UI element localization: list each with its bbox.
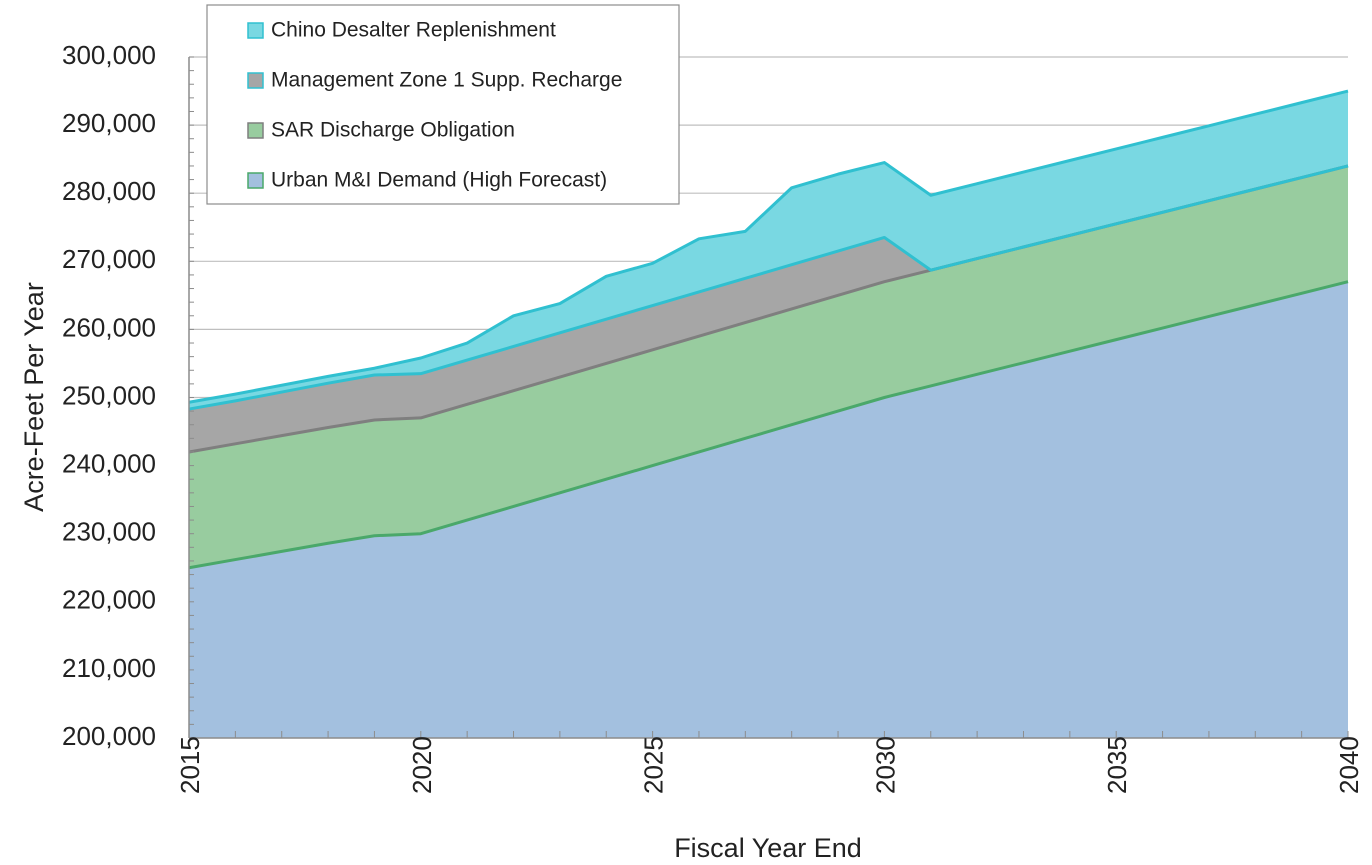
x-tick-label: 2040 — [1334, 736, 1364, 794]
x-tick-label: 2015 — [175, 736, 205, 794]
legend-swatch — [247, 122, 264, 139]
legend-box — [206, 4, 680, 205]
y-tick-labels: 200,000 210,000 220,000 230,000 240,000 250,0… — [62, 40, 156, 751]
area-1 — [189, 165, 1348, 568]
legend-label: Urban M&I Demand (High Forecast) — [271, 169, 607, 192]
x-tick-label: 2035 — [1102, 736, 1132, 794]
y-tick-label: 220,000 — [62, 585, 156, 615]
legend: Chino Desalter Replenishment Management Z… — [206, 4, 680, 205]
y-tick-label: 250,000 — [62, 380, 156, 410]
legend-label: Chino Desalter Replenishment — [271, 19, 556, 42]
y-tick-label: 240,000 — [62, 448, 156, 478]
legend-label: Management Zone 1 Supp. Recharge — [271, 69, 622, 92]
series-line-0 — [188, 280, 1349, 570]
legend-label: SAR Discharge Obligation — [271, 119, 515, 142]
axes — [188, 56, 1349, 739]
legend-swatch — [247, 72, 264, 89]
y-tick-label: 210,000 — [62, 653, 156, 683]
y-axis-title: Acre-Feet Per Year — [19, 282, 49, 512]
x-axis-title: Fiscal Year End — [674, 833, 862, 863]
x-tick-label: 2020 — [407, 736, 437, 794]
area-0 — [189, 281, 1348, 738]
x-tick-label: 2030 — [870, 736, 900, 794]
area-2 — [189, 165, 1348, 452]
y-tick-label: 200,000 — [62, 721, 156, 751]
y-tick-label: 260,000 — [62, 312, 156, 342]
y-tick-label: 270,000 — [62, 244, 156, 274]
area-series — [189, 91, 1348, 738]
area-3 — [189, 91, 1348, 410]
legend-swatch — [247, 22, 264, 39]
x-tick-label: 2025 — [639, 736, 669, 794]
y-tick-label: 290,000 — [62, 108, 156, 138]
y-tick-label: 230,000 — [62, 517, 156, 547]
series-line-3 — [188, 89, 1349, 404]
y-tick-label: 300,000 — [62, 40, 156, 70]
series-outlines — [188, 89, 1349, 570]
legend-swatch — [247, 172, 264, 189]
y-tick-label: 280,000 — [62, 176, 156, 206]
series-line-2 — [188, 164, 1349, 411]
x-tick-labels: 2015 2020 2025 2030 2035 2040 — [175, 736, 1364, 794]
